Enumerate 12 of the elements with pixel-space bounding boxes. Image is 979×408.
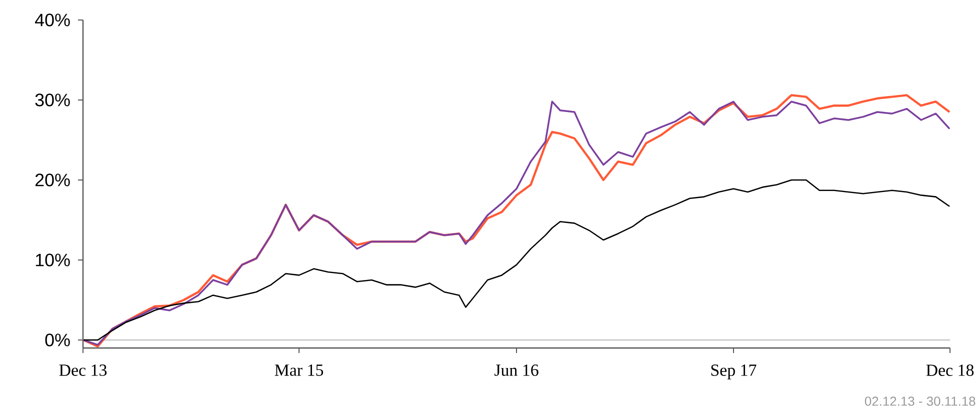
x-tick-label: Sep 17 [711, 364, 756, 380]
y-tick-label: 40% [34, 14, 70, 26]
x-tick-label: Jun 16 [494, 364, 538, 376]
y-tick-label: 0% [45, 334, 70, 346]
text: 02.12.13 - 30.11.18 [864, 396, 976, 406]
x-tick-label: Dec 18 [926, 364, 974, 376]
x-tick-label: Dec 13 [59, 364, 107, 376]
x-tick-label: Mar 15 [274, 364, 324, 376]
y-tick-label: 20% [35, 174, 70, 186]
line-series [82, 179, 950, 341]
y-tick-label: 30% [35, 94, 70, 106]
y-tick-label: 10% [36, 254, 70, 266]
